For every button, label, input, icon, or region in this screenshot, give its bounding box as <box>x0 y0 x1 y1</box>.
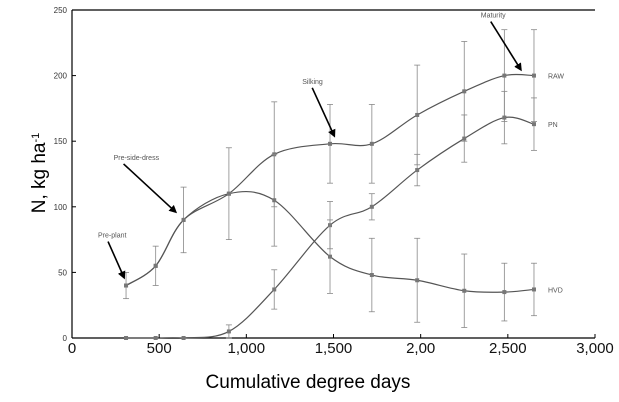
data-point-pn <box>369 204 374 209</box>
data-point-pn <box>153 336 158 340</box>
data-point-pn <box>226 329 231 334</box>
x-axis-title: Cumulative degree days <box>206 372 411 393</box>
data-point-hvd <box>328 254 333 259</box>
series-labels: RAW PN HVD <box>548 74 564 295</box>
data-point-pn <box>181 336 186 340</box>
data-point-hvd <box>462 288 467 293</box>
data-point-hvd <box>124 283 129 288</box>
y-tick-label: 150 <box>54 137 68 146</box>
series-label-hvd: HVD <box>548 287 563 294</box>
svg-text:N, kg ha-1: N, kg ha-1 <box>29 133 50 214</box>
data-point-raw <box>369 141 374 146</box>
x-tick-label: 500 <box>147 340 172 357</box>
data-point-hvd <box>153 263 158 268</box>
data-point-hvd <box>226 191 231 196</box>
y-axis-title-exponent: -1 <box>30 133 42 143</box>
x-axis: 0 500 1,000 1,500 2,00 2,500 3,000 <box>68 334 614 357</box>
annotation-arrow <box>311 87 336 138</box>
x-tick-label: 0 <box>68 340 76 357</box>
data-point-hvd <box>181 217 186 222</box>
data-point-raw <box>462 89 467 94</box>
data-point-raw <box>415 112 420 117</box>
data-point-hvd <box>415 278 420 283</box>
data-point-raw <box>531 73 536 78</box>
data-point-hvd <box>502 290 507 295</box>
annotation-arrow <box>107 241 126 280</box>
data-point-raw <box>502 73 507 78</box>
annotation-arrow <box>490 21 522 72</box>
data-point-pn <box>415 168 420 173</box>
data-point-raw <box>328 141 333 146</box>
x-tick-label: 1,500 <box>315 340 353 357</box>
data-point-hvd <box>369 273 374 278</box>
y-tick-label: 200 <box>54 72 68 81</box>
data-point-pn <box>502 115 507 120</box>
x-tick-label: 1,000 <box>228 340 266 357</box>
annotation-label: Pre-side-dress <box>114 155 160 162</box>
y-axis: 0 50 100 150 200 250 <box>54 6 76 343</box>
points-layer <box>123 29 537 340</box>
y-axis-title-group: N, kg ha-1 <box>29 133 50 214</box>
data-point-pn <box>531 122 536 127</box>
annotation-label: Silking <box>302 79 323 86</box>
y-tick-label: 0 <box>63 334 68 343</box>
data-point-hvd <box>272 198 277 203</box>
y-tick-label: 250 <box>54 6 68 15</box>
data-point-pn <box>272 287 277 292</box>
series-label-raw: RAW <box>548 74 564 81</box>
annotation-arrow <box>123 163 178 214</box>
annotation-label: Maturity <box>481 13 506 20</box>
x-tick-label: 2,500 <box>489 340 527 357</box>
data-point-pn <box>462 136 467 141</box>
y-tick-label: 50 <box>58 268 67 277</box>
y-tick-label: 100 <box>54 203 68 212</box>
series-label-pn: PN <box>548 122 558 129</box>
data-point-pn <box>124 336 129 340</box>
y-axis-title: N, kg ha <box>29 142 50 213</box>
x-tick-label: 3,000 <box>576 340 614 357</box>
x-tick-label: 2,00 <box>406 340 435 357</box>
annotations: Pre-plant Pre-side-dress Silking Maturity <box>98 13 522 280</box>
data-point-hvd <box>531 287 536 292</box>
annotation-label: Pre-plant <box>98 233 126 240</box>
